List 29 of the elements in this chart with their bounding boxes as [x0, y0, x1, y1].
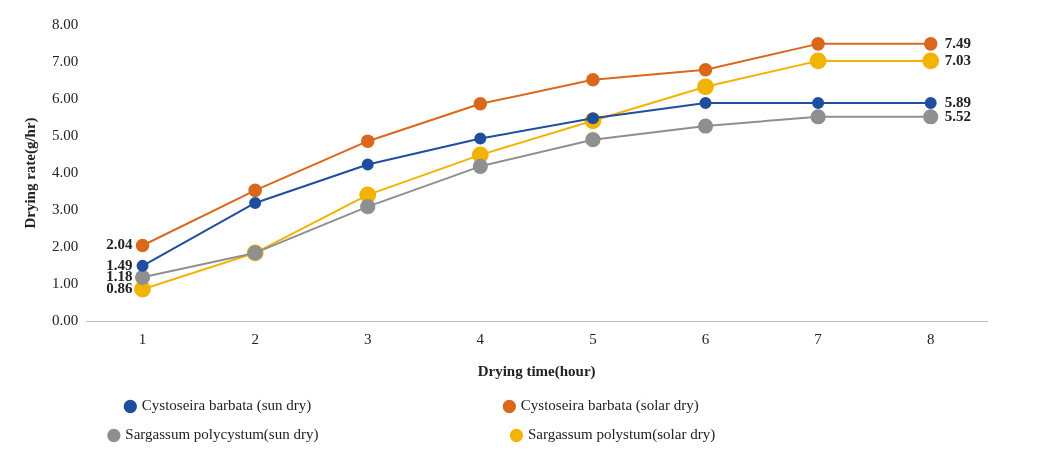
- x-tick-label: 7: [814, 330, 823, 347]
- y-tick-label: 5.00: [52, 126, 79, 143]
- y-tick-label: 1.00: [52, 274, 79, 291]
- data-label: 5.89: [944, 93, 971, 110]
- y-tick-label: 2.00: [52, 237, 79, 254]
- x-tick-label: 3: [363, 330, 372, 347]
- x-axis-title: Drying time(hour): [477, 362, 596, 380]
- x-tick-label: 1: [138, 330, 147, 347]
- y-tick-label: 4.00: [52, 163, 79, 180]
- data-label: 7.49: [944, 34, 971, 51]
- data-label: 0.86: [106, 280, 134, 297]
- x-tick-label: 2: [251, 330, 259, 347]
- legend-label: Cystoseira barbata (solar dry): [520, 397, 879, 415]
- x-tick-label: 4: [476, 330, 485, 347]
- data-label: 5.52: [944, 107, 971, 124]
- y-tick-label: 8.00: [52, 15, 79, 32]
- data-label: 7.03: [944, 51, 971, 68]
- legend-label: Cystoseira barbata (sun dry): [141, 397, 492, 415]
- x-tick-label: 5: [589, 330, 597, 347]
- legend-label: Sargassum polystum(solar dry): [527, 426, 896, 444]
- y-axis-title: Drying rate(g/hr): [21, 117, 39, 229]
- y-tick-label: 3.00: [52, 200, 79, 217]
- data-label: 2.04: [106, 236, 134, 253]
- x-tick-label: 8: [926, 330, 935, 347]
- y-tick-label: 6.00: [52, 89, 79, 106]
- y-tick-label: 7.00: [52, 52, 79, 69]
- y-tick-label: 0.00: [52, 311, 79, 328]
- legend-label: Sargassum polycystum(sun dry): [125, 426, 499, 444]
- x-tick-label: 6: [701, 330, 710, 347]
